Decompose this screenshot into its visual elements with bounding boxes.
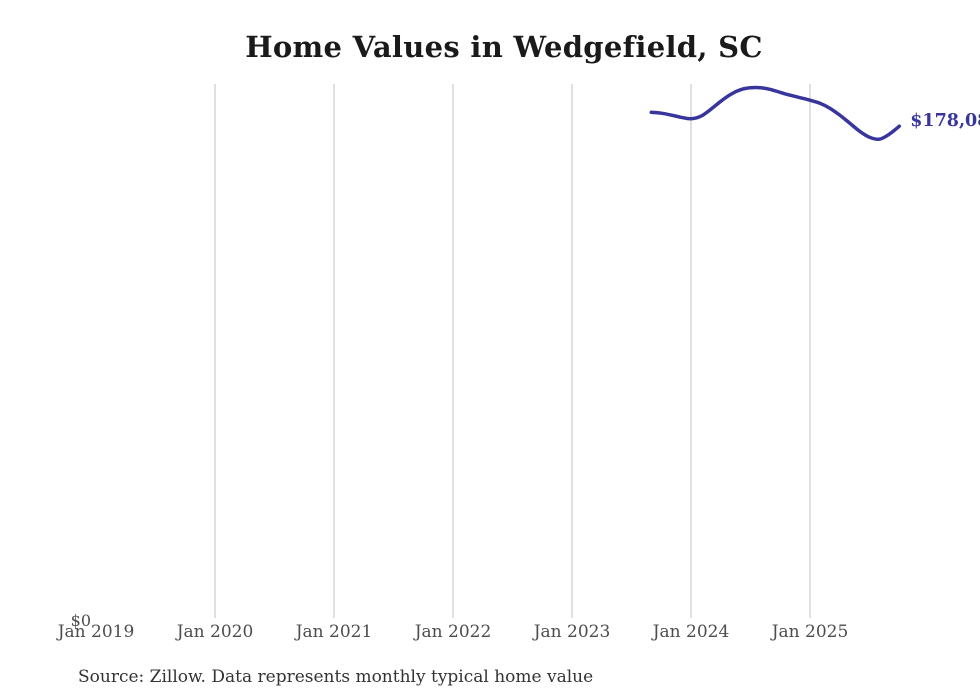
chart-title: Home Values in Wedgefield, SC bbox=[245, 30, 763, 64]
latest-value-label: $178,080 bbox=[910, 111, 980, 132]
gridlines-group bbox=[214, 84, 811, 618]
source-note: Source: Zillow. Data represents monthly … bbox=[78, 667, 594, 687]
value-line bbox=[649, 85, 902, 142]
y-zero-tick-label: $0 bbox=[70, 611, 91, 630]
